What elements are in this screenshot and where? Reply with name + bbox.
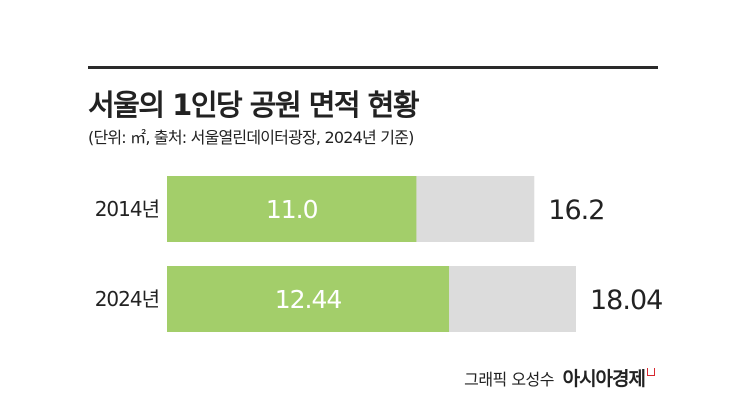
credit-line: 그래픽 오성수 아시아경제: [464, 364, 655, 391]
graphic-credit: 그래픽 오성수: [464, 370, 554, 389]
chart-title: 서울의 1인당 공원 면적 현황: [88, 88, 420, 122]
bar-partial-0: [167, 176, 417, 242]
chart-subtitle: (단위: ㎡, 출처: 서울열린데이터광장, 2024년 기준): [88, 128, 414, 147]
value-label-outer-1: 18.04: [590, 285, 662, 316]
brand-logo-text: 아시아경제: [562, 368, 646, 390]
category-label-1: 2024년: [95, 287, 159, 311]
value-label-inner-1: 12.44: [275, 285, 342, 314]
bar-partial-1: [167, 266, 450, 332]
value-label-inner-0: 11.0: [266, 195, 318, 224]
top-rule: [88, 66, 658, 69]
brand-mark-icon: [647, 368, 655, 376]
category-label-0: 2014년: [95, 197, 159, 221]
value-label-outer-0: 16.2: [548, 195, 604, 226]
